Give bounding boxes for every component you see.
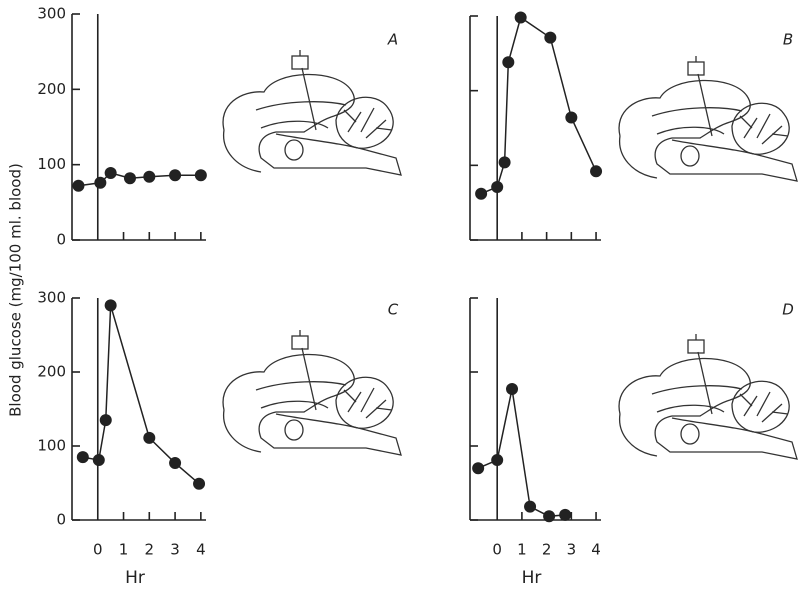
data-point xyxy=(143,170,156,183)
data-point xyxy=(72,179,85,192)
data-point xyxy=(193,477,206,490)
data-point xyxy=(475,187,488,200)
data-point xyxy=(565,111,578,124)
y-tick-label: 300 xyxy=(37,5,66,23)
data-point xyxy=(491,454,504,467)
data-point xyxy=(104,166,117,179)
x-axis-label: Hr xyxy=(522,568,542,588)
panel-label: B xyxy=(783,31,793,49)
x-axis-label: Hr xyxy=(125,568,145,588)
data-point xyxy=(99,414,112,427)
x-tick-label: 2 xyxy=(145,541,155,559)
data-point xyxy=(590,165,603,178)
data-point xyxy=(543,510,556,523)
x-tick-label: 1 xyxy=(517,541,527,559)
data-point xyxy=(502,56,515,69)
data-point xyxy=(498,156,511,169)
x-tick-label: 3 xyxy=(567,541,577,559)
x-tick-label: 3 xyxy=(170,541,180,559)
data-point xyxy=(76,451,89,464)
data-point xyxy=(514,11,527,24)
x-tick-label: 1 xyxy=(119,541,129,559)
data-point xyxy=(92,454,105,467)
y-tick-label: 0 xyxy=(56,231,66,249)
data-point xyxy=(94,176,107,189)
panel-label: C xyxy=(388,301,399,319)
data-point xyxy=(491,180,504,193)
y-tick-label: 100 xyxy=(37,437,66,455)
data-point xyxy=(559,508,572,521)
x-tick-label: 0 xyxy=(492,541,502,559)
y-axis-label: Blood glucose (mg/100 ml. blood) xyxy=(7,163,25,417)
data-point xyxy=(104,299,117,312)
data-line xyxy=(477,388,566,518)
panel-label: A xyxy=(387,31,398,49)
data-point xyxy=(472,462,485,475)
y-tick-label: 200 xyxy=(37,80,66,98)
data-point xyxy=(506,383,519,396)
y-tick-label: 300 xyxy=(37,289,66,307)
brain-diagram xyxy=(222,49,402,176)
data-point xyxy=(544,31,557,44)
data-line xyxy=(480,16,597,195)
y-tick-label: 200 xyxy=(37,363,66,381)
data-point xyxy=(123,172,136,185)
data-point xyxy=(524,500,537,513)
data-point xyxy=(169,169,182,182)
data-point xyxy=(169,457,182,470)
y-tick-label: 100 xyxy=(37,155,66,173)
y-tick-label: 0 xyxy=(56,511,66,529)
data-point xyxy=(143,431,156,444)
data-point xyxy=(194,169,207,182)
x-tick-label: 4 xyxy=(591,541,601,559)
x-tick-label: 0 xyxy=(93,541,103,559)
x-tick-label: 2 xyxy=(542,541,552,559)
brain-diagram xyxy=(618,55,798,182)
brain-diagram xyxy=(222,329,402,456)
brain-diagram xyxy=(618,333,798,460)
panel-label: D xyxy=(782,301,794,319)
x-tick-label: 4 xyxy=(196,541,206,559)
